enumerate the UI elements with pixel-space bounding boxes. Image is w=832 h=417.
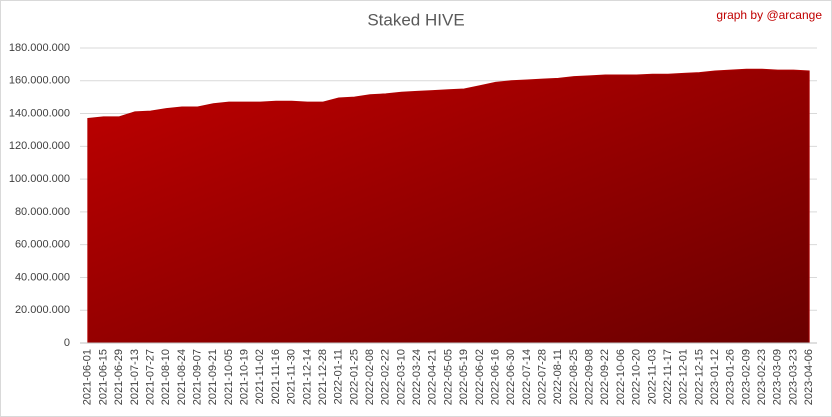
x-tick-label: 2021-08-10 xyxy=(160,349,172,405)
x-tick-label: 2022-12-01 xyxy=(678,349,690,405)
x-tick-label: 2022-01-11 xyxy=(333,349,345,404)
x-tick-label: 2023-03-23 xyxy=(787,349,799,405)
x-tick-label: 2021-06-29 xyxy=(113,349,125,405)
x-tick-label: 2021-08-24 xyxy=(176,349,188,405)
x-tick-label: 2022-06-02 xyxy=(474,349,486,405)
x-tick-label: 2021-07-27 xyxy=(144,349,156,405)
x-tick-label: 2023-02-09 xyxy=(740,349,752,405)
y-tick-label: 100.000.000 xyxy=(9,173,70,185)
x-tick-label: 2022-06-16 xyxy=(489,349,501,405)
x-tick-label: 2022-01-25 xyxy=(348,349,360,405)
x-tick-label: 2021-11-02 xyxy=(254,349,266,404)
y-tick-label: 140.000.000 xyxy=(9,107,70,119)
x-tick-label: 2021-06-01 xyxy=(82,349,94,405)
x-tick-label: 2022-02-22 xyxy=(380,349,392,405)
chart-title: Staked HIVE xyxy=(367,10,464,29)
x-tick-label: 2023-04-06 xyxy=(803,349,815,405)
x-tick-label: 2021-12-14 xyxy=(301,349,313,405)
x-tick-label: 2021-12-28 xyxy=(317,349,329,405)
x-tick-label: 2022-07-14 xyxy=(521,349,533,405)
x-tick-label: 2022-05-19 xyxy=(458,349,470,405)
x-tick-label: 2021-09-07 xyxy=(192,349,204,405)
x-tick-label: 2021-09-21 xyxy=(207,349,219,405)
x-tick-label: 2021-06-15 xyxy=(97,349,109,405)
x-tick-label: 2021-11-30 xyxy=(286,349,298,404)
y-tick-label: 120.000.000 xyxy=(9,140,70,152)
x-tick-label: 2021-07-13 xyxy=(129,349,141,405)
x-tick-label: 2021-10-19 xyxy=(239,349,251,405)
x-tick-label: 2022-04-21 xyxy=(427,349,439,405)
x-tick-label: 2022-02-08 xyxy=(364,349,376,405)
x-tick-label: 2023-01-26 xyxy=(725,349,737,405)
x-tick-label: 2022-08-25 xyxy=(568,349,580,405)
x-tick-label: 2022-06-30 xyxy=(505,349,517,405)
area xyxy=(87,68,810,344)
x-tick-label: 2022-07-28 xyxy=(536,349,548,405)
x-tick-label: 2022-09-08 xyxy=(584,349,596,405)
x-tick-label: 2023-03-09 xyxy=(772,349,784,405)
x-tick-label: 2022-10-20 xyxy=(631,349,643,405)
y-tick-label: 60.000.000 xyxy=(15,239,70,251)
x-tick-label: 2022-05-05 xyxy=(442,349,454,405)
x-tick-label: 2022-11-03 xyxy=(646,349,658,404)
y-tick-label: 180.000.000 xyxy=(9,42,70,54)
x-tick-label: 2022-09-22 xyxy=(599,349,611,405)
x-tick-label: 2022-10-06 xyxy=(615,349,627,405)
x-tick-label: 2021-11-16 xyxy=(270,349,282,404)
y-tick-label: 160.000.000 xyxy=(9,75,70,87)
x-tick-label: 2022-12-15 xyxy=(693,349,705,405)
y-tick-label: 80.000.000 xyxy=(15,206,70,218)
x-tick-label: 2021-10-05 xyxy=(223,349,235,405)
y-tick-label: 20.000.000 xyxy=(15,304,70,316)
x-tick-label: 2023-02-23 xyxy=(756,349,768,405)
x-tick-label: 2023-01-12 xyxy=(709,349,721,405)
x-tick-label: 2022-03-24 xyxy=(411,349,423,405)
x-tick-label: 2022-03-10 xyxy=(395,349,407,405)
y-tick-label: 0 xyxy=(64,337,70,349)
annotation: graph by @arcange xyxy=(716,8,822,22)
x-tick-label: 2022-11-17 xyxy=(662,349,674,404)
y-tick-label: 40.000.000 xyxy=(15,271,70,283)
x-tick-label: 2022-08-11 xyxy=(552,349,564,404)
